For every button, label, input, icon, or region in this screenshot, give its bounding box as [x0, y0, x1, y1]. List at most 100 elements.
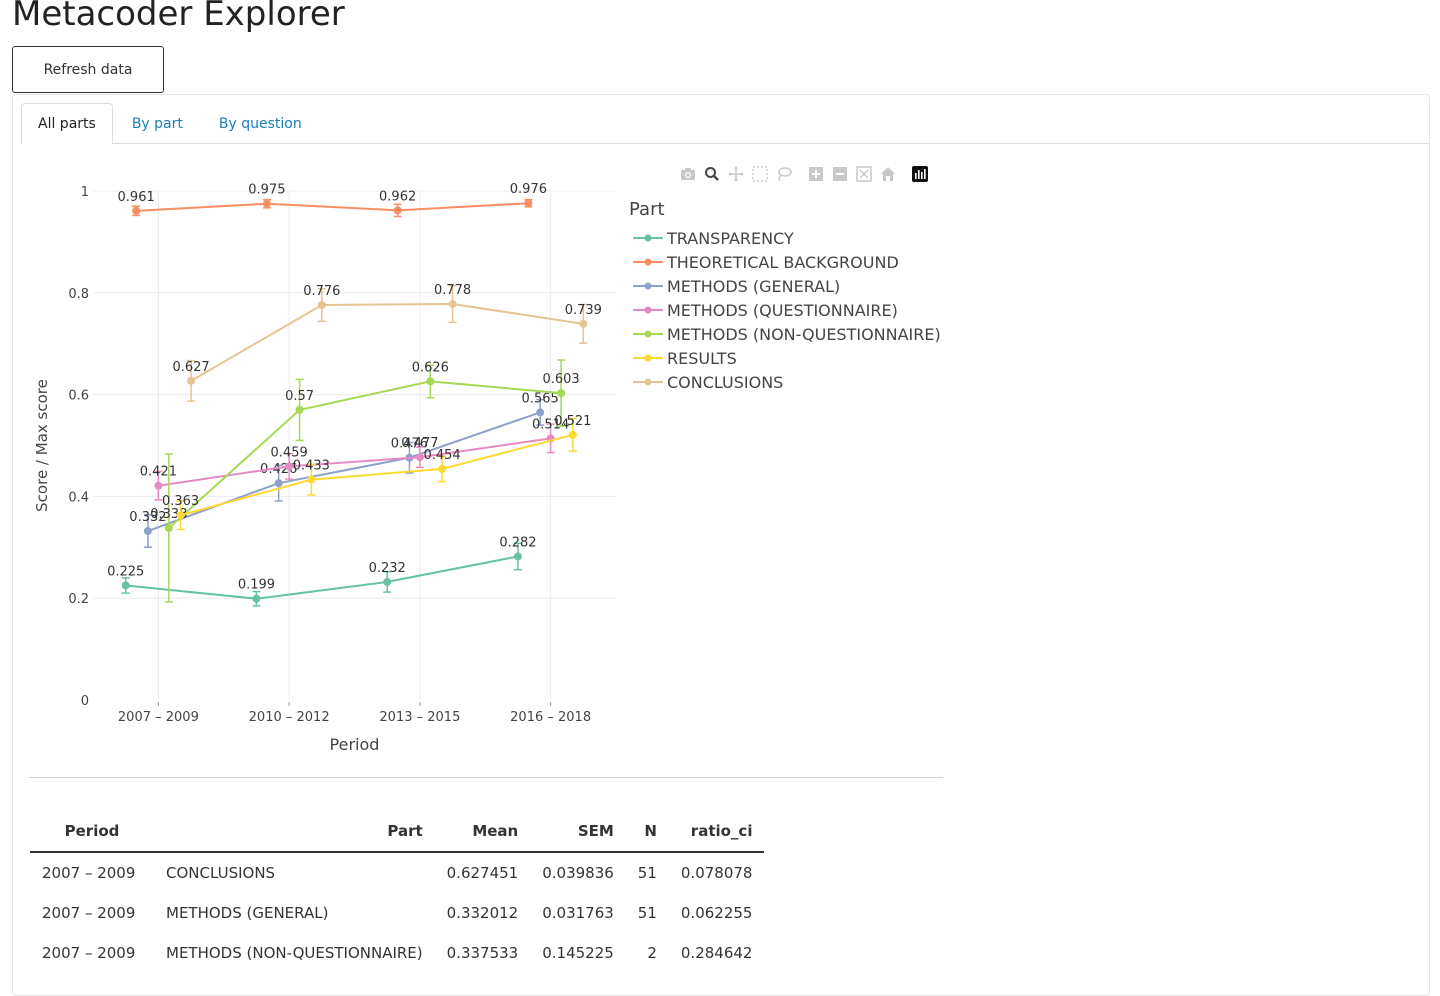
data-point[interactable] — [393, 206, 402, 215]
cell-mean: 0.337533 — [446, 944, 519, 962]
data-point[interactable] — [438, 464, 447, 473]
tab-all-parts[interactable]: All parts — [21, 103, 113, 144]
data-label: 0.282 — [499, 535, 536, 550]
data-point[interactable] — [274, 479, 283, 488]
tab-by-question[interactable]: By question — [218, 116, 302, 132]
data-point[interactable] — [176, 511, 185, 520]
data-point[interactable] — [513, 552, 522, 561]
autoscale-icon[interactable] — [855, 165, 873, 183]
data-point[interactable] — [415, 453, 424, 462]
series-line — [168, 380, 562, 529]
cell-n: 2 — [647, 944, 657, 962]
column-header-ratio-ci[interactable]: ratio_ci — [668, 811, 765, 853]
table-header-row: Period Part Mean SEM N ratio_ci — [30, 811, 765, 853]
cell-part: METHODS (NON-QUESTIONNAIRE) — [166, 944, 423, 962]
data-point[interactable] — [164, 523, 173, 532]
data-point[interactable] — [121, 581, 130, 590]
data-label: 0.603 — [542, 372, 579, 387]
column-header-sem[interactable]: SEM — [530, 811, 626, 853]
x-tick-label: 2013 – 2015 — [379, 710, 460, 725]
lasso-icon[interactable] — [775, 165, 793, 183]
data-point[interactable] — [448, 299, 457, 308]
camera-icon[interactable] — [679, 165, 697, 183]
legend-swatch-marker — [644, 306, 652, 314]
refresh-data-button[interactable]: Refresh data — [12, 46, 164, 93]
main-panel: All parts By part By question 0 0.2 0.4 0.6… — [12, 94, 1430, 996]
series-group: 0.421 0.459 0.477 0.514 — [140, 417, 569, 501]
pan-icon[interactable] — [727, 165, 745, 183]
table-row: 2007 – 2009 METHODS (NON-QUESTIONNAIRE) … — [30, 933, 764, 973]
column-header-period[interactable]: Period — [30, 811, 154, 853]
legend-item[interactable]: CONCLUSIONS — [633, 373, 783, 392]
data-label: 0.962 — [379, 189, 416, 204]
column-header-part[interactable]: Part — [154, 811, 435, 853]
legend-swatch-marker — [644, 234, 652, 242]
y-tick-label: 0.2 — [68, 592, 89, 607]
cell-n: 51 — [637, 904, 657, 922]
data-point[interactable] — [262, 199, 271, 208]
data-point[interactable] — [536, 408, 545, 417]
data-label: 0.477 — [401, 436, 438, 451]
legend-label: METHODS (GENERAL) — [667, 277, 840, 296]
data-label: 0.975 — [248, 183, 285, 198]
box-select-icon[interactable] — [751, 165, 769, 183]
legend-swatch-marker — [644, 378, 652, 386]
column-header-n[interactable]: N — [625, 811, 669, 853]
data-point[interactable] — [383, 577, 392, 586]
zoom-icon[interactable] — [703, 165, 721, 183]
data-point[interactable] — [557, 389, 566, 398]
y-tick-label: 0.4 — [68, 490, 89, 505]
data-point[interactable] — [187, 376, 196, 385]
legend-item[interactable]: METHODS (GENERAL) — [633, 277, 840, 296]
data-point[interactable] — [307, 475, 316, 484]
data-point[interactable] — [568, 430, 577, 439]
cell-period: 2007 – 2009 — [42, 904, 136, 922]
cell-mean: 0.332012 — [446, 904, 519, 922]
legend-label: THEORETICAL BACKGROUND — [666, 253, 899, 272]
legend-item[interactable]: THEORETICAL BACKGROUND — [633, 253, 899, 272]
data-point[interactable] — [426, 377, 435, 386]
plotly-logo-icon[interactable] — [911, 165, 929, 183]
line-chart: 0 0.2 0.4 0.6 0.8 1 2007 – 2009 2010 – 2012 201… — [33, 182, 941, 754]
zoom-out-icon[interactable] — [831, 165, 849, 183]
legend-item[interactable]: METHODS (QUESTIONNAIRE) — [633, 301, 898, 320]
y-tick-label: 0.6 — [68, 389, 89, 404]
legend-item[interactable]: METHODS (NON-QUESTIONNAIRE) — [633, 325, 941, 344]
legend-item[interactable]: TRANSPARENCY — [633, 229, 794, 248]
data-point[interactable] — [579, 319, 588, 328]
data-point[interactable] — [154, 481, 163, 490]
cell-part: CONCLUSIONS — [166, 864, 276, 882]
cell-n: 51 — [637, 864, 657, 882]
y-axis-ticks: 0 0.2 0.4 0.6 0.8 1 — [68, 185, 89, 709]
cell-ratio-ci: 0.062255 — [680, 904, 753, 922]
data-point[interactable] — [132, 206, 141, 215]
data-point[interactable] — [143, 527, 152, 536]
y-tick-label: 0 — [81, 694, 89, 709]
series-line — [180, 433, 574, 517]
legend-item[interactable]: RESULTS — [633, 349, 737, 368]
data-point[interactable] — [252, 594, 261, 603]
data-label: 0.459 — [271, 445, 308, 460]
tab-by-part[interactable]: By part — [131, 116, 183, 132]
data-point[interactable] — [285, 462, 294, 471]
data-label: 0.627 — [172, 360, 209, 375]
column-header-mean[interactable]: Mean — [434, 811, 531, 853]
data-point[interactable] — [524, 199, 533, 208]
data-label: 0.433 — [293, 459, 330, 474]
reset-axes-icon[interactable] — [879, 165, 897, 183]
data-point[interactable] — [317, 301, 326, 310]
data-label: 0.421 — [140, 465, 177, 480]
data-label: 0.225 — [107, 564, 144, 579]
data-label: 0.776 — [303, 284, 340, 299]
series-line — [190, 302, 584, 382]
data-label: 0.626 — [412, 360, 449, 375]
data-point[interactable] — [295, 405, 304, 414]
legend-label: METHODS (NON-QUESTIONNAIRE) — [667, 325, 941, 344]
x-axis-ticks: 2007 – 2009 2010 – 2012 2013 – 2015 2016 – … — [118, 702, 591, 725]
zoom-in-icon[interactable] — [807, 165, 825, 183]
data-label: 0.476 — [391, 437, 428, 452]
tab-bar: All parts By part By question — [21, 103, 1429, 144]
cell-sem: 0.039836 — [542, 864, 614, 882]
data-label: 0.976 — [510, 182, 547, 197]
